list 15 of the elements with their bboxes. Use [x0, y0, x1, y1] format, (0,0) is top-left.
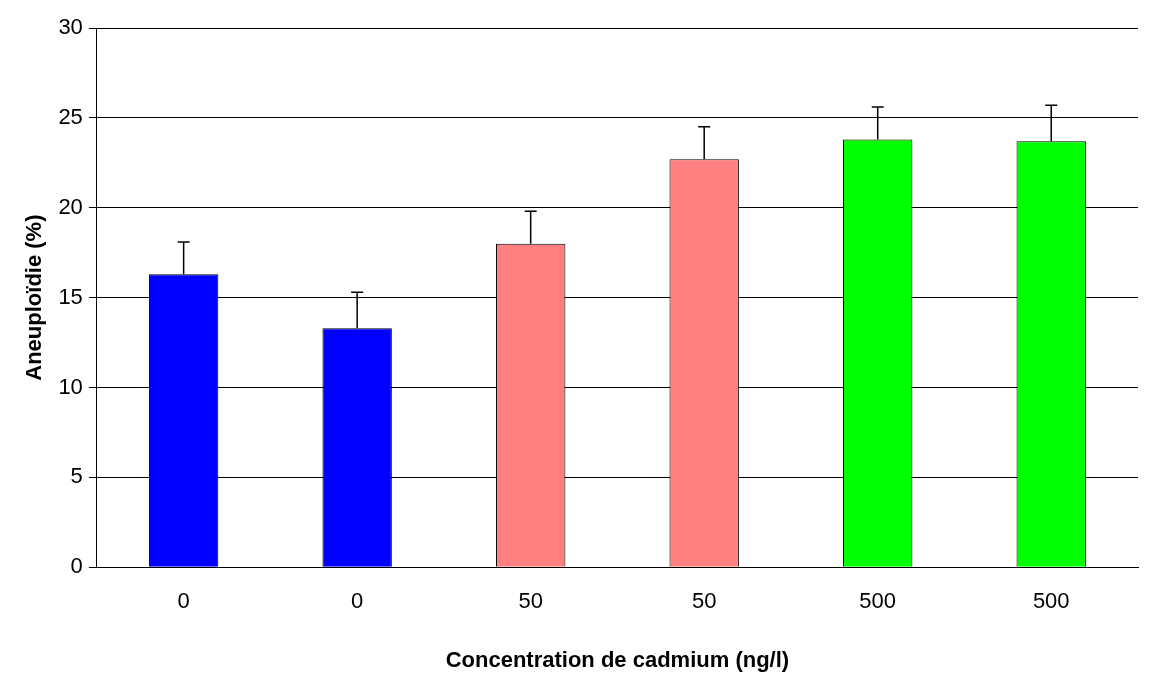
- x-tick-label: 500: [859, 588, 897, 614]
- x-axis-title: Concentration de cadmium (ng/l): [445, 646, 790, 672]
- y-tick-label: 10: [58, 373, 83, 399]
- x-tick-label: 50: [518, 588, 543, 614]
- y-tick-label: 0: [70, 553, 83, 579]
- x-tick-label: 0: [177, 588, 190, 614]
- y-tick-label: 5: [70, 463, 83, 489]
- y-tick-label: 15: [58, 283, 83, 309]
- y-axis-title: Aneuploïdie (%): [21, 214, 47, 381]
- x-tick-label: 0: [351, 588, 364, 614]
- x-tick-label: 50: [691, 588, 717, 614]
- y-tick-label: 25: [58, 103, 83, 129]
- y-tick-label: 20: [58, 193, 83, 219]
- x-tick-label: 500: [1032, 588, 1070, 614]
- y-tick-label: 30: [58, 14, 83, 40]
